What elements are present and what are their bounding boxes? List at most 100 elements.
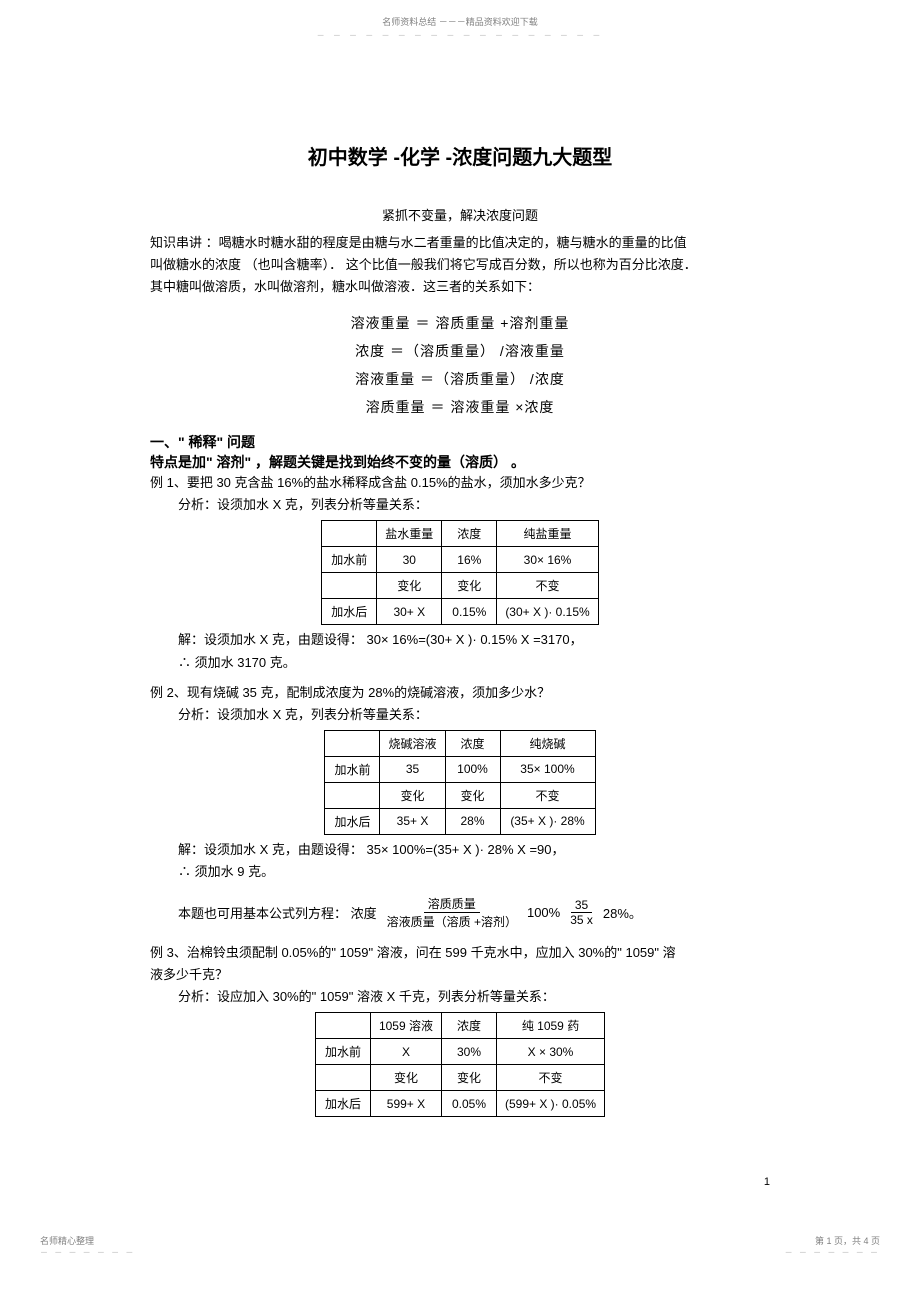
table-cell: 不变 (500, 782, 595, 808)
ex2-problem: 例 2、现有烧碱 35 克，配制成浓度为 28%的烧碱溶液，须加多少水？ (150, 682, 770, 704)
ex2-table: 烧碱溶液 浓度 纯烧碱 加水前 35 100% 35× 100% 变化 变化 不… (324, 730, 595, 835)
frac-num: 溶质质量 (424, 895, 480, 913)
footer-left: 名师精心整理 － － － － － － － (40, 1234, 135, 1258)
table-row: 加水前 30 16% 30× 16% (322, 547, 598, 573)
table-cell: 30% (441, 1039, 496, 1065)
ex3-problem2: 液多少千克？ (150, 964, 770, 986)
formula-block: 溶液重量 ＝ 溶质重量 +溶剂重量 浓度 ＝（溶质重量） /溶液重量 溶液重量 … (150, 313, 770, 417)
section-1-head: 一、" 稀释" 问题 (150, 432, 770, 452)
table-cell: 30+ X (377, 599, 442, 625)
table-cell: 0.05% (441, 1091, 496, 1117)
table-cell: 变化 (442, 573, 497, 599)
table-row: 盐水重量 浓度 纯盐重量 (322, 521, 598, 547)
table-row: 加水前 35 100% 35× 100% (325, 756, 595, 782)
table-cell: 加水后 (315, 1091, 370, 1117)
table-cell: 35× 100% (500, 756, 595, 782)
alt-end: 28%。 (603, 903, 642, 922)
table-cell: (30+ X )· 0.15% (497, 599, 598, 625)
table-cell: 纯盐重量 (497, 521, 598, 547)
table-row: 加水后 599+ X 0.05% (599+ X )· 0.05% (315, 1091, 604, 1117)
table-row: 加水后 35+ X 28% (35+ X )· 28% (325, 808, 595, 834)
table-cell: 加水前 (315, 1039, 370, 1065)
table-cell: 盐水重量 (377, 521, 442, 547)
section-1-sub: 特点是加" 溶剂" ，解题关键是找到始终不变的量（溶质） 。 (150, 452, 770, 472)
header-text: 名师资料总结 －－－精品资料欢迎下载 (0, 0, 920, 28)
ex1-table: 盐水重量 浓度 纯盐重量 加水前 30 16% 30× 16% 变化 变化 不变… (321, 520, 598, 625)
formula-1: 溶液重量 ＝ 溶质重量 +溶剂重量 (150, 313, 770, 333)
table-cell: 变化 (370, 1065, 441, 1091)
frac-den: 35 x (566, 913, 597, 927)
table-cell: 不变 (497, 573, 598, 599)
table-cell: 变化 (441, 1065, 496, 1091)
ex2-sol1: 解：设须加水 X 克，由题设得： 35× 100%=(35+ X )· 28% … (150, 839, 770, 861)
table-cell: 纯 1059 药 (496, 1013, 604, 1039)
table-cell: 599+ X (370, 1091, 441, 1117)
intro-p3: 其中糖叫做溶质，水叫做溶剂，糖水叫做溶液．这三者的关系如下： (150, 276, 770, 298)
ex1-problem: 例 1、要把 30 克含盐 16%的盐水稀释成含盐 0.15%的盐水，须加水多少… (150, 472, 770, 494)
table-cell: (599+ X )· 0.05% (496, 1091, 604, 1117)
table-cell: 浓度 (441, 1013, 496, 1039)
table-cell (325, 782, 380, 808)
table-cell: 烧碱溶液 (380, 730, 445, 756)
ex2-analysis: 分析：设须加水 X 克，列表分析等量关系： (150, 704, 770, 726)
table-cell: 0.15% (442, 599, 497, 625)
table-cell (322, 521, 377, 547)
fraction-2: 35 35 x (566, 898, 597, 927)
table-cell (315, 1065, 370, 1091)
table-cell: 变化 (445, 782, 500, 808)
formula-3: 溶液重量 ＝（溶质重量） /浓度 (150, 369, 770, 389)
footer-right-dots: － － － － － － － (785, 1247, 880, 1258)
footer-left-dots: － － － － － － － (40, 1247, 135, 1258)
table-cell: 纯烧碱 (500, 730, 595, 756)
ex1-sol2: ∴ 须加水 3170 克。 (150, 652, 770, 674)
table-cell: (35+ X )· 28% (500, 808, 595, 834)
subtitle: 紧抓不变量，解决浓度问题 (150, 205, 770, 224)
header-dots: － － － － － － － － － － － － － － － － － － (0, 30, 920, 41)
table-cell: 加水前 (325, 756, 380, 782)
frac-num: 35 (571, 898, 592, 913)
table-cell (325, 730, 380, 756)
formula-4: 溶质重量 ＝ 溶液重量 ×浓度 (150, 397, 770, 417)
table-row: 变化 变化 不变 (325, 782, 595, 808)
table-row: 加水前 X 30% X × 30% (315, 1039, 604, 1065)
ex2-sol2: ∴ 须加水 9 克。 (150, 861, 770, 883)
intro-p2: 叫做糖水的浓度 （也叫含糖率）． 这个比值一般我们将它写成百分数，所以也称为百分… (150, 254, 770, 276)
table-cell (322, 573, 377, 599)
table-cell: 16% (442, 547, 497, 573)
table-cell: 加水后 (325, 808, 380, 834)
table-cell: X × 30% (496, 1039, 604, 1065)
table-cell: 30 (377, 547, 442, 573)
table-row: 变化 变化 不变 (322, 573, 598, 599)
table-cell (315, 1013, 370, 1039)
ex3-analysis: 分析：设应加入 30%的" 1059" 溶液 X 千克，列表分析等量关系： (150, 986, 770, 1008)
footer-right-text: 第 1 页，共 4 页 (785, 1234, 880, 1247)
table-cell: 35+ X (380, 808, 445, 834)
alt-mid: 100% (527, 905, 560, 920)
table-cell: 1059 溶液 (370, 1013, 441, 1039)
intro-p1: 知识串讲 ：喝糖水时糖水甜的程度是由糖与水二者重量的比值决定的，糖与糖水的重量的… (150, 232, 770, 254)
table-cell: 28% (445, 808, 500, 834)
page-title: 初中数学 -化学 -浓度问题九大题型 (150, 141, 770, 170)
frac-den: 溶液质量（溶质 +溶剂） (383, 913, 521, 930)
alt-pre: 本题也可用基本公式列方程： 浓度 (178, 903, 377, 922)
table-cell: 浓度 (442, 521, 497, 547)
formula-2: 浓度 ＝（溶质重量） /溶液重量 (150, 341, 770, 361)
table-row: 加水后 30+ X 0.15% (30+ X )· 0.15% (322, 599, 598, 625)
table-row: 1059 溶液 浓度 纯 1059 药 (315, 1013, 604, 1039)
table-cell: 35 (380, 756, 445, 782)
table-cell: 加水前 (322, 547, 377, 573)
table-cell: 加水后 (322, 599, 377, 625)
table-row: 变化 变化 不变 (315, 1065, 604, 1091)
ex1-analysis: 分析：设须加水 X 克，列表分析等量关系： (150, 494, 770, 516)
table-cell: 浓度 (445, 730, 500, 756)
ex1-sol1: 解：设须加水 X 克，由题设得： 30× 16%=(30+ X )· 0.15%… (150, 629, 770, 651)
ex3-problem1: 例 3、治棉铃虫须配制 0.05%的" 1059" 溶液，问在 599 千克水中… (150, 942, 770, 964)
table-row: 烧碱溶液 浓度 纯烧碱 (325, 730, 595, 756)
table-cell: 变化 (377, 573, 442, 599)
table-cell: X (370, 1039, 441, 1065)
footer-left-text: 名师精心整理 (40, 1234, 135, 1247)
main-content: 初中数学 -化学 -浓度问题九大题型 紧抓不变量，解决浓度问题 知识串讲 ：喝糖… (0, 141, 920, 1117)
table-cell: 100% (445, 756, 500, 782)
footer-right: 第 1 页，共 4 页 － － － － － － － (785, 1234, 880, 1258)
ex2-alt-formula: 本题也可用基本公式列方程： 浓度 溶质质量 溶液质量（溶质 +溶剂） 100% … (150, 895, 770, 930)
